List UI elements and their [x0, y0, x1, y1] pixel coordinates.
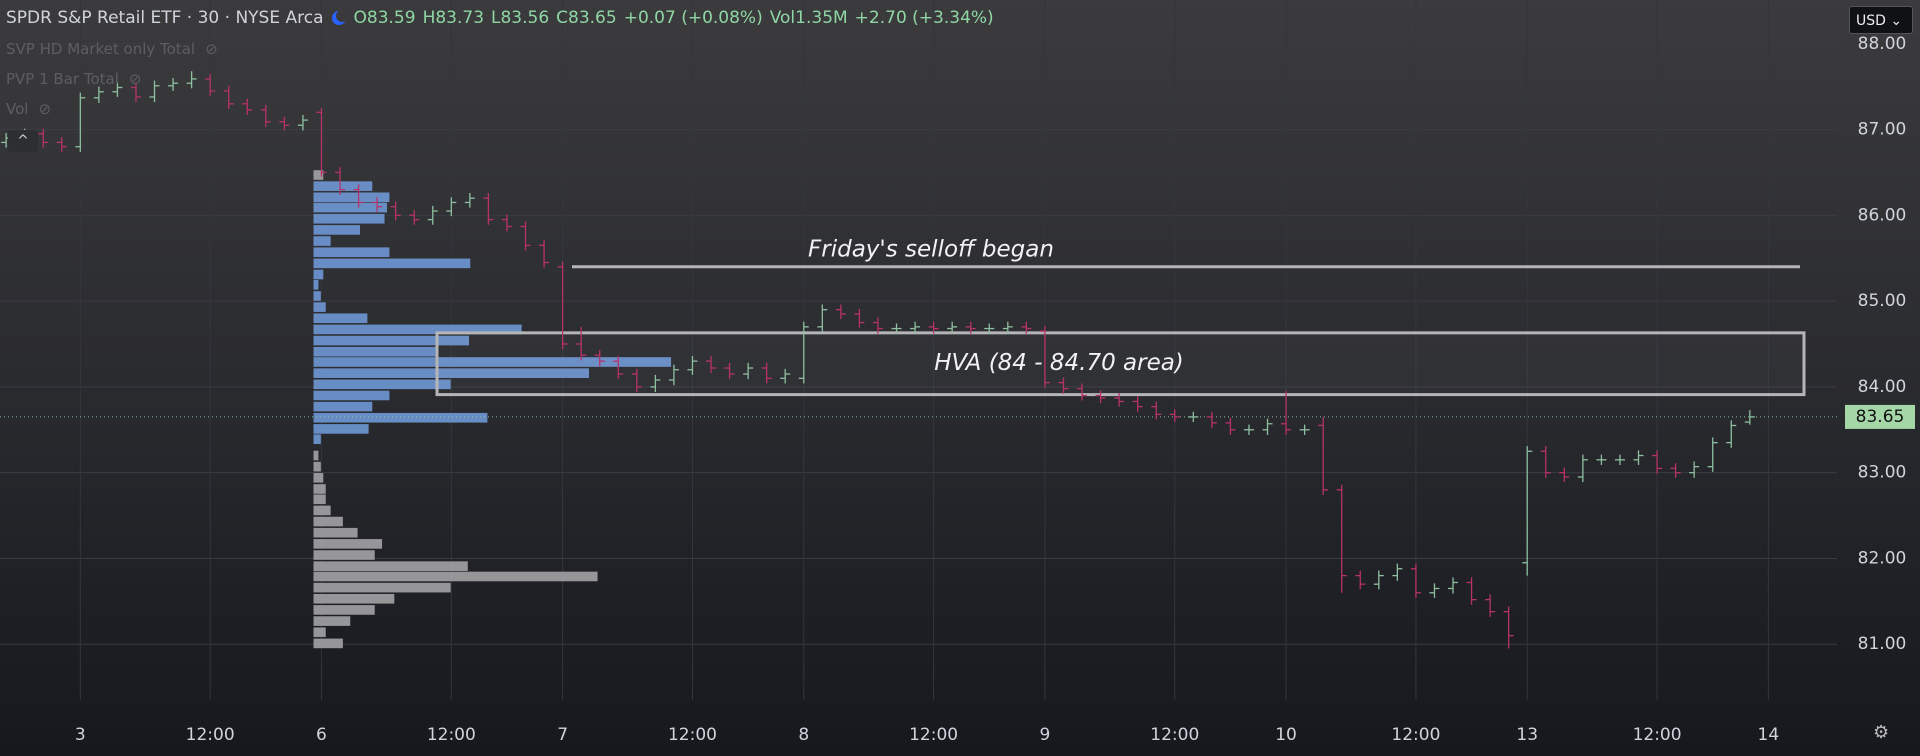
- x-tick-label: 13: [1516, 725, 1538, 745]
- selloff-label: Friday's selloff began: [808, 236, 1054, 262]
- currency-selector[interactable]: USD ⌄: [1849, 6, 1913, 34]
- x-tick-label: 12:00: [1150, 725, 1199, 745]
- profile-bar: [313, 461, 321, 472]
- hva-label: HVA (84 - 84.70 area): [934, 350, 1184, 376]
- collapse-button[interactable]: ^: [8, 130, 38, 152]
- symbol: SPDR S&P Retail ETF · 30 · NYSE Arca: [6, 8, 324, 28]
- profile-bar: [313, 412, 488, 423]
- profile-bar: [313, 582, 451, 593]
- profile-bar: [313, 379, 451, 390]
- profile-bar: [313, 527, 358, 538]
- open-value: O83.59: [353, 8, 416, 28]
- close-value: C83.65: [556, 8, 617, 28]
- y-tick-label: 85.00: [1858, 291, 1907, 311]
- profile-bar: [313, 494, 326, 505]
- last-price-box: [1845, 404, 1915, 429]
- profile-bar: [313, 434, 321, 445]
- profile-bar: [313, 247, 390, 258]
- profile-bar: [313, 357, 672, 367]
- profile-bar: [313, 368, 590, 378]
- profile-bar: [313, 505, 331, 516]
- x-tick-label: 10: [1275, 725, 1297, 745]
- profile-bar: [313, 279, 319, 290]
- x-tick-label: 14: [1758, 725, 1780, 745]
- change-value: +0.07 (+0.08%): [623, 8, 763, 28]
- profile-bar: [313, 627, 326, 638]
- x-tick-label: 12:00: [909, 725, 958, 745]
- profile-bar: [313, 346, 436, 357]
- profile-bar: [313, 313, 368, 324]
- y-tick-label: 88.00: [1858, 34, 1907, 54]
- profile-bar: [313, 258, 471, 269]
- profile-bar: [313, 450, 319, 461]
- profile-bar: [313, 225, 361, 235]
- indicator-label[interactable]: SVP HD Market only Total ⊘: [6, 40, 218, 58]
- x-tick-label: 6: [316, 725, 327, 745]
- y-tick-label: 83.00: [1858, 463, 1907, 483]
- profile-bar: [313, 302, 326, 312]
- indicator-name: SVP HD Market only Total: [6, 40, 196, 58]
- profile-bar: [313, 561, 468, 571]
- x-tick-label: 12:00: [427, 725, 476, 745]
- y-tick-label: 86.00: [1858, 205, 1907, 225]
- symbol-header: SPDR S&P Retail ETF · 30 · NYSE Arca O83…: [6, 8, 994, 28]
- profile-bar: [313, 170, 324, 180]
- volume-value: Vol1.35M: [769, 8, 848, 28]
- profile-bar: [313, 213, 385, 224]
- profile-bar: [313, 324, 522, 335]
- profile-bar: [313, 616, 351, 626]
- x-tick-label: 9: [1040, 725, 1051, 745]
- eye-icon[interactable]: ⊘: [205, 40, 218, 58]
- x-tick-label: 8: [798, 725, 809, 745]
- profile-bar: [313, 335, 470, 346]
- y-tick-label: 82.00: [1858, 548, 1907, 568]
- low-value: L83.56: [491, 8, 550, 28]
- x-tick-label: 3: [75, 725, 86, 745]
- y-tick-label: 87.00: [1858, 120, 1907, 140]
- high-value: H83.73: [422, 8, 485, 28]
- profile-bar: [313, 291, 321, 301]
- y-tick-label: 84.00: [1858, 377, 1907, 397]
- hva-box: [435, 331, 1806, 397]
- profile-bar: [313, 181, 373, 191]
- eye-icon[interactable]: ⊘: [128, 70, 142, 88]
- profile-bar: [313, 269, 324, 280]
- indicator-name: PVP 1 Bar Total: [6, 70, 119, 88]
- profile-bar: [313, 593, 395, 604]
- profile-bar: [313, 550, 375, 560]
- indicator-name: Vol: [6, 100, 29, 118]
- profile-bar: [313, 390, 390, 401]
- profile-bar: [313, 484, 326, 494]
- eye-icon[interactable]: ⊘: [38, 100, 52, 118]
- profile-bar: [313, 192, 390, 203]
- currency: USD: [1856, 13, 1886, 29]
- profile-bar: [313, 424, 369, 434]
- market-status-icon: [331, 10, 347, 25]
- x-tick-label: 7: [557, 725, 568, 745]
- profile-bar: [313, 605, 375, 615]
- x-tick-label: 12:00: [186, 725, 235, 745]
- period-change: +2.70 (+3.34%): [854, 8, 994, 28]
- settings-button[interactable]: ⚙: [1873, 722, 1890, 743]
- profile-bar: [313, 236, 331, 246]
- profile-bar: [313, 516, 343, 527]
- indicator-label[interactable]: PVP 1 Bar Total ⊘: [6, 70, 141, 88]
- profile-bar: [313, 401, 373, 412]
- profile-bar: [313, 539, 383, 549]
- x-tick-label: 12:00: [1391, 725, 1440, 745]
- indicator-label[interactable]: Vol ⊘: [6, 100, 51, 118]
- x-tick-label: 12:00: [668, 725, 717, 745]
- profile-bar: [313, 202, 387, 213]
- y-tick-label: 81.00: [1858, 634, 1907, 654]
- profile-bar: [313, 473, 324, 483]
- profile-bar: [313, 638, 343, 649]
- last-price-label: 83.65: [1856, 407, 1905, 427]
- profile-bar: [313, 571, 598, 582]
- x-tick-label: 12:00: [1633, 725, 1682, 745]
